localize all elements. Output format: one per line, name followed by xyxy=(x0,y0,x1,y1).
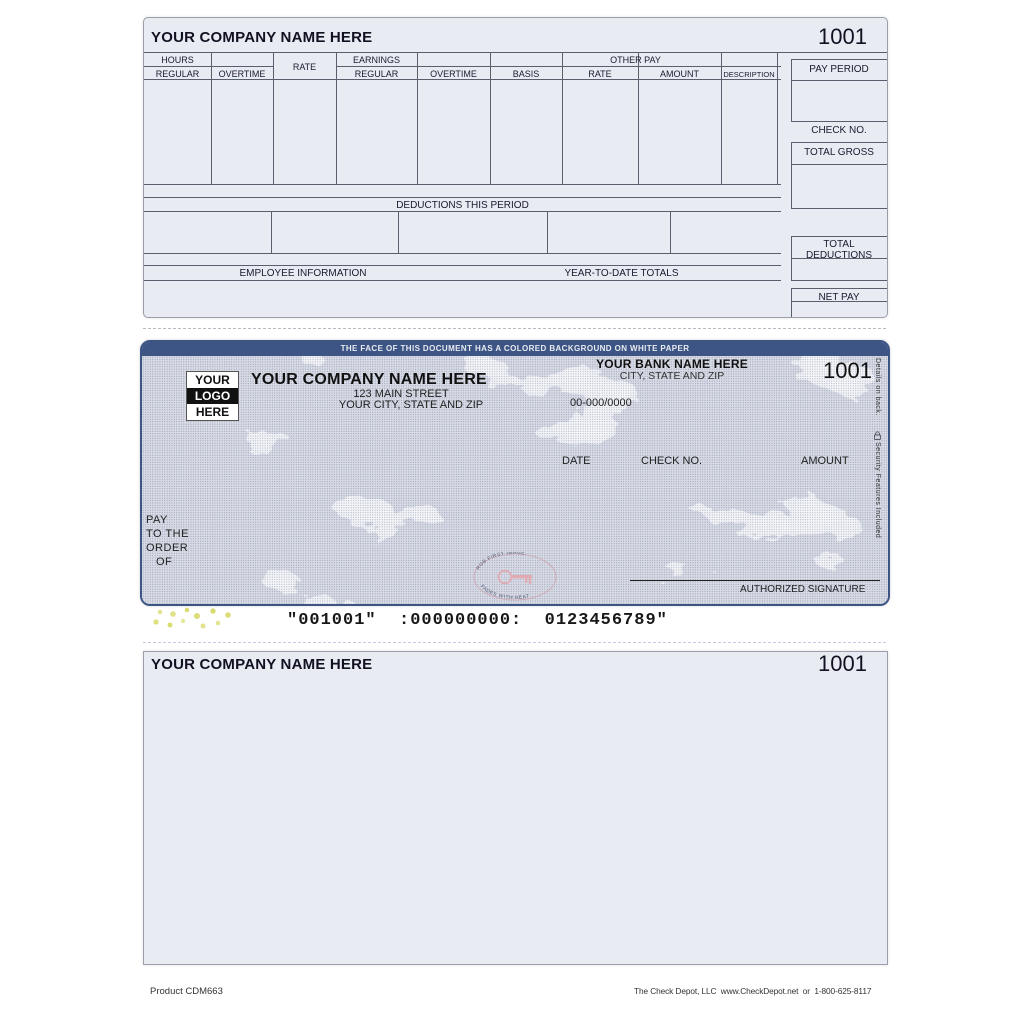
svg-text:RUB FIRST IMAGE: RUB FIRST IMAGE xyxy=(475,552,525,571)
svg-text:FADES WITH HEAT: FADES WITH HEAT xyxy=(479,584,530,601)
